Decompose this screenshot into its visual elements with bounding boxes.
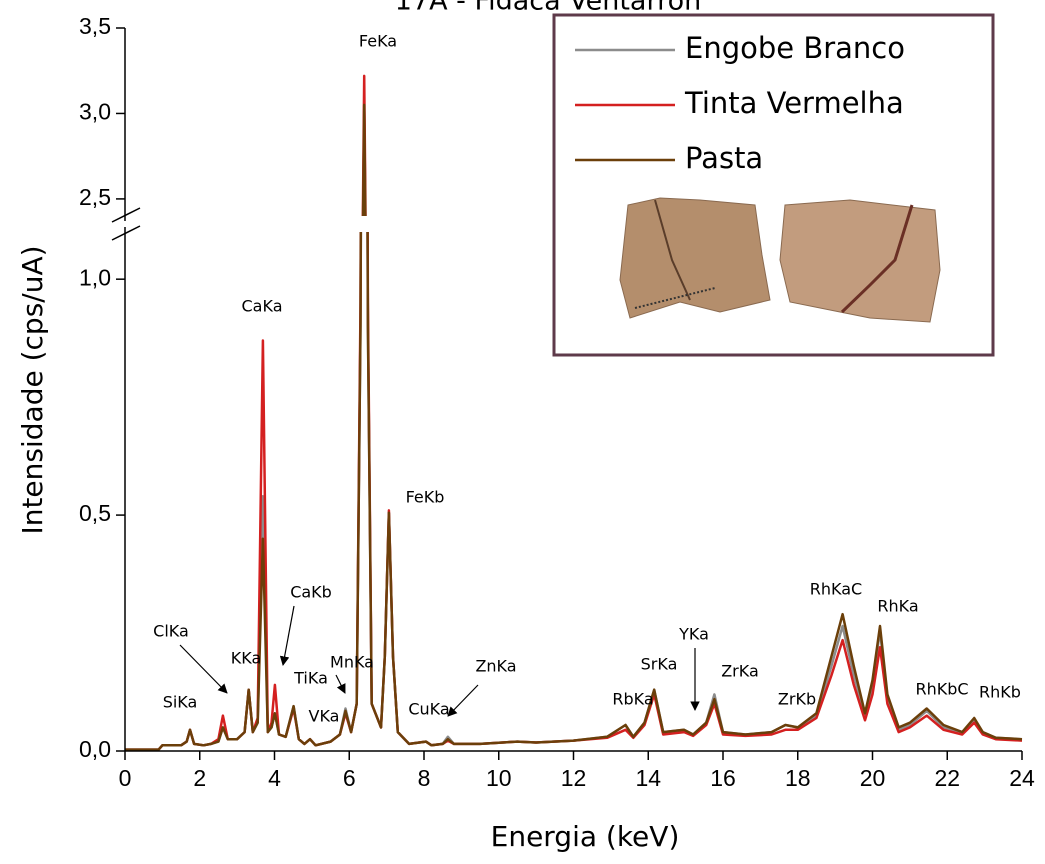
arrow	[279, 605, 295, 666]
peak-label: RhKaC	[810, 580, 862, 599]
axes: 0 2 4 6 8 10 12 14 16 18 20 22 240,00,51,02,53,03,5	[79, 13, 1035, 791]
peak-label: CaKb	[290, 583, 332, 602]
axis-break	[111, 207, 141, 223]
y-tick-label: 2,5	[79, 184, 111, 210]
legend-photo	[619, 197, 941, 323]
legend: Engobe Branco Tinta Vermelha Pasta	[552, 13, 995, 357]
shard	[619, 197, 771, 319]
peak-label: MnKa	[330, 653, 374, 672]
peak-label: ZrKa	[721, 662, 759, 681]
shard	[779, 199, 941, 323]
x-tick-label: 4	[268, 765, 281, 791]
x-tick-label: 12	[561, 765, 587, 791]
label-writing	[634, 287, 716, 309]
arrow	[447, 684, 479, 717]
plot-area	[125, 74, 1023, 751]
peak-label: CuKa	[408, 700, 449, 719]
axis-break	[111, 225, 141, 241]
peak-label: SrKa	[641, 655, 678, 674]
peak-label: KKa	[231, 649, 262, 668]
x-tick-label: 22	[934, 765, 960, 791]
peak-label: ClKa	[153, 622, 189, 641]
peak-label: RhKbC	[915, 680, 968, 699]
x-tick-label: 0	[119, 765, 132, 791]
x-tick-label: 18	[785, 765, 811, 791]
peak-label: RhKa	[877, 597, 918, 616]
legend-label: Tinta Vermelha	[684, 86, 904, 120]
spectrum-line	[125, 232, 1023, 751]
y-tick-label: 3,0	[79, 99, 111, 125]
peak-label: RbKa	[612, 690, 653, 709]
x-tick-label: 6	[343, 765, 356, 791]
y-tick-label: 0,5	[79, 500, 111, 526]
peak-label: RhKb	[979, 683, 1021, 702]
peak-label: YKa	[678, 625, 709, 644]
crack	[654, 199, 691, 301]
x-tick-label: 8	[418, 765, 431, 791]
peak-label: FeKa	[359, 32, 397, 51]
chart-title: 17A - Fidaca Ventarron	[395, 0, 701, 17]
peak-label: SiKa	[163, 693, 198, 712]
x-axis-label: Energia (keV)	[491, 820, 680, 853]
y-axis-label: Intensidade (cps/uA)	[16, 245, 49, 534]
legend-label: Engobe Branco	[685, 31, 905, 65]
x-tick-label: 10	[486, 765, 512, 791]
x-tick-label: 14	[635, 765, 661, 791]
peak-label: VKa	[309, 707, 340, 726]
legend-label: Pasta	[685, 141, 763, 175]
peak-label: ZnKa	[475, 657, 516, 676]
peak-label: ZrKb	[778, 690, 816, 709]
crack	[840, 204, 914, 314]
y-tick-label: 1,0	[79, 264, 111, 290]
y-tick-label: 3,5	[79, 13, 111, 39]
peak-label: TiKa	[293, 669, 328, 688]
x-tick-label: 24	[1009, 765, 1035, 791]
arrow	[179, 644, 228, 694]
x-tick-label: 16	[710, 765, 736, 791]
y-tick-label: 0,0	[79, 736, 111, 762]
peak-label: FeKb	[406, 488, 445, 507]
annotation-arrows	[179, 605, 700, 717]
x-tick-label: 20	[860, 765, 886, 791]
arrow	[335, 674, 346, 694]
x-tick-label: 2	[193, 765, 206, 791]
peak-label: CaKa	[242, 297, 283, 316]
